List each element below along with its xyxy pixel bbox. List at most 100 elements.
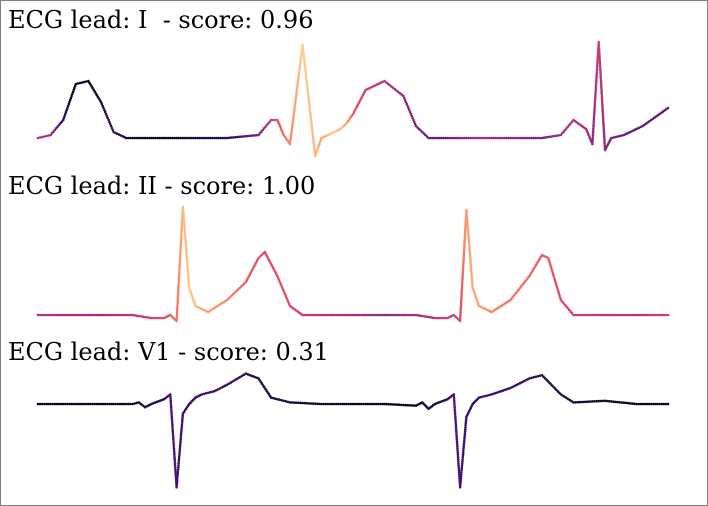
ecg-sample-point [179,247,182,250]
ecg-sample-point [601,105,604,109]
ecg-sample-point [467,241,471,244]
ecg-sample-point [374,402,378,406]
ecg-sample-point [459,481,462,485]
ecg-sample-point [278,280,282,284]
ecg-sample-point [453,410,457,414]
ecg-sample-point [454,416,457,420]
ecg-sample-point [166,136,170,140]
ecg-sample-point [647,402,651,406]
ecg-sample-point [178,271,181,275]
ecg-sample-point [532,136,535,140]
ecg-sample-point [435,316,439,320]
ecg-sample-point [164,136,168,140]
ecg-sample-point [532,376,535,379]
ecg-sample-point [135,314,138,318]
ecg-sample-point [105,114,109,118]
ecg-sample-point [108,402,111,406]
ecg-sample-point [255,133,258,137]
ecg-sample-point [326,402,330,406]
ecg-sample-point [353,402,357,406]
ecg-sample-point [459,479,463,483]
ecg-sample-point [190,136,193,140]
ecg-sample-point [435,136,439,140]
ecg-sample-point [463,439,466,442]
ecg-sample-point [466,230,470,233]
ecg-sample-point [177,455,181,459]
ecg-sample-point [250,134,254,137]
ecg-sample-point [192,300,196,304]
ecg-sample-point [591,400,594,403]
ecg-sample-point [185,260,189,264]
ecg-sample-point [472,288,475,292]
ecg-sample-point [175,479,179,483]
ecg-sample-point [187,280,190,283]
ecg-sample-point [160,316,164,320]
ecg-sample-point [65,108,68,112]
ecg-sample-point [528,136,531,140]
ecg-sample-point [287,300,290,304]
ecg-sample-point [312,146,316,149]
ecg-sample-point [599,75,602,78]
ecg-sample-point [278,398,281,402]
ecg-sample-point [454,423,458,426]
ecg-sample-point [284,400,288,403]
ecg-sample-point [580,313,584,317]
ecg-sample-point [179,236,183,239]
ecg-sample-point [379,313,382,317]
ecg-sample-point [534,136,537,140]
ecg-sample-point [364,402,367,406]
ecg-sample-point [178,446,182,450]
ecg-sample-point [229,136,233,139]
ecg-sample-point [80,81,84,84]
ecg-sample-point [481,395,485,398]
ecg-sample-point [536,136,540,140]
ecg-sample-point [66,402,69,406]
ecg-sample-point [177,466,180,470]
ecg-sample-point [593,313,596,317]
ecg-sample-point [484,136,487,140]
ecg-sample-point [171,434,175,437]
ecg-sample-point [61,118,65,122]
ecg-sample-point [148,316,151,320]
ecg-sample-point [206,136,210,140]
ecg-sample-point [462,260,465,264]
ecg-sample-point [598,51,601,55]
ecg-sample-point [597,49,601,52]
ecg-sample-point [341,402,344,406]
ecg-sample-point [176,304,179,308]
ecg-sample-point [457,470,461,474]
ecg-sample-point [235,377,238,381]
ecg-sample-point [172,438,175,442]
ecg-sample-point [129,313,132,317]
lead-v1-trace [36,372,670,489]
ecg-sample-point [593,400,596,403]
ecg-sample-point [188,288,192,292]
ecg-sample-point [217,136,220,140]
ecg-sample-point [225,136,229,140]
ecg-sample-point [355,402,359,406]
ecg-sample-point [170,421,174,424]
ecg-sample-point [85,313,88,317]
ecg-sample-point [276,276,280,280]
ecg-sample-point [36,136,40,140]
ecg-sample-point [463,245,466,249]
ecg-sample-point [175,136,178,140]
ecg-sample-point [328,313,332,317]
ecg-sample-point [324,313,328,317]
ecg-sample-point [127,136,130,140]
ecg-sample-point [306,91,310,95]
ecg-sample-point [658,313,661,317]
ecg-sample-point [461,456,465,459]
ecg-sample-point [182,212,185,215]
ecg-sample-point [474,294,477,298]
ecg-sample-point [345,402,349,406]
ecg-sample-point [584,313,588,317]
ecg-sample-point [584,400,588,404]
ecg-sample-point [407,106,410,110]
ecg-sample-point [175,481,179,485]
ecg-sample-point [73,86,76,90]
ecg-sample-point [602,131,606,134]
ecg-sample-point [376,402,380,406]
ecg-sample-point [236,135,239,139]
ecg-sample-point [36,402,40,406]
